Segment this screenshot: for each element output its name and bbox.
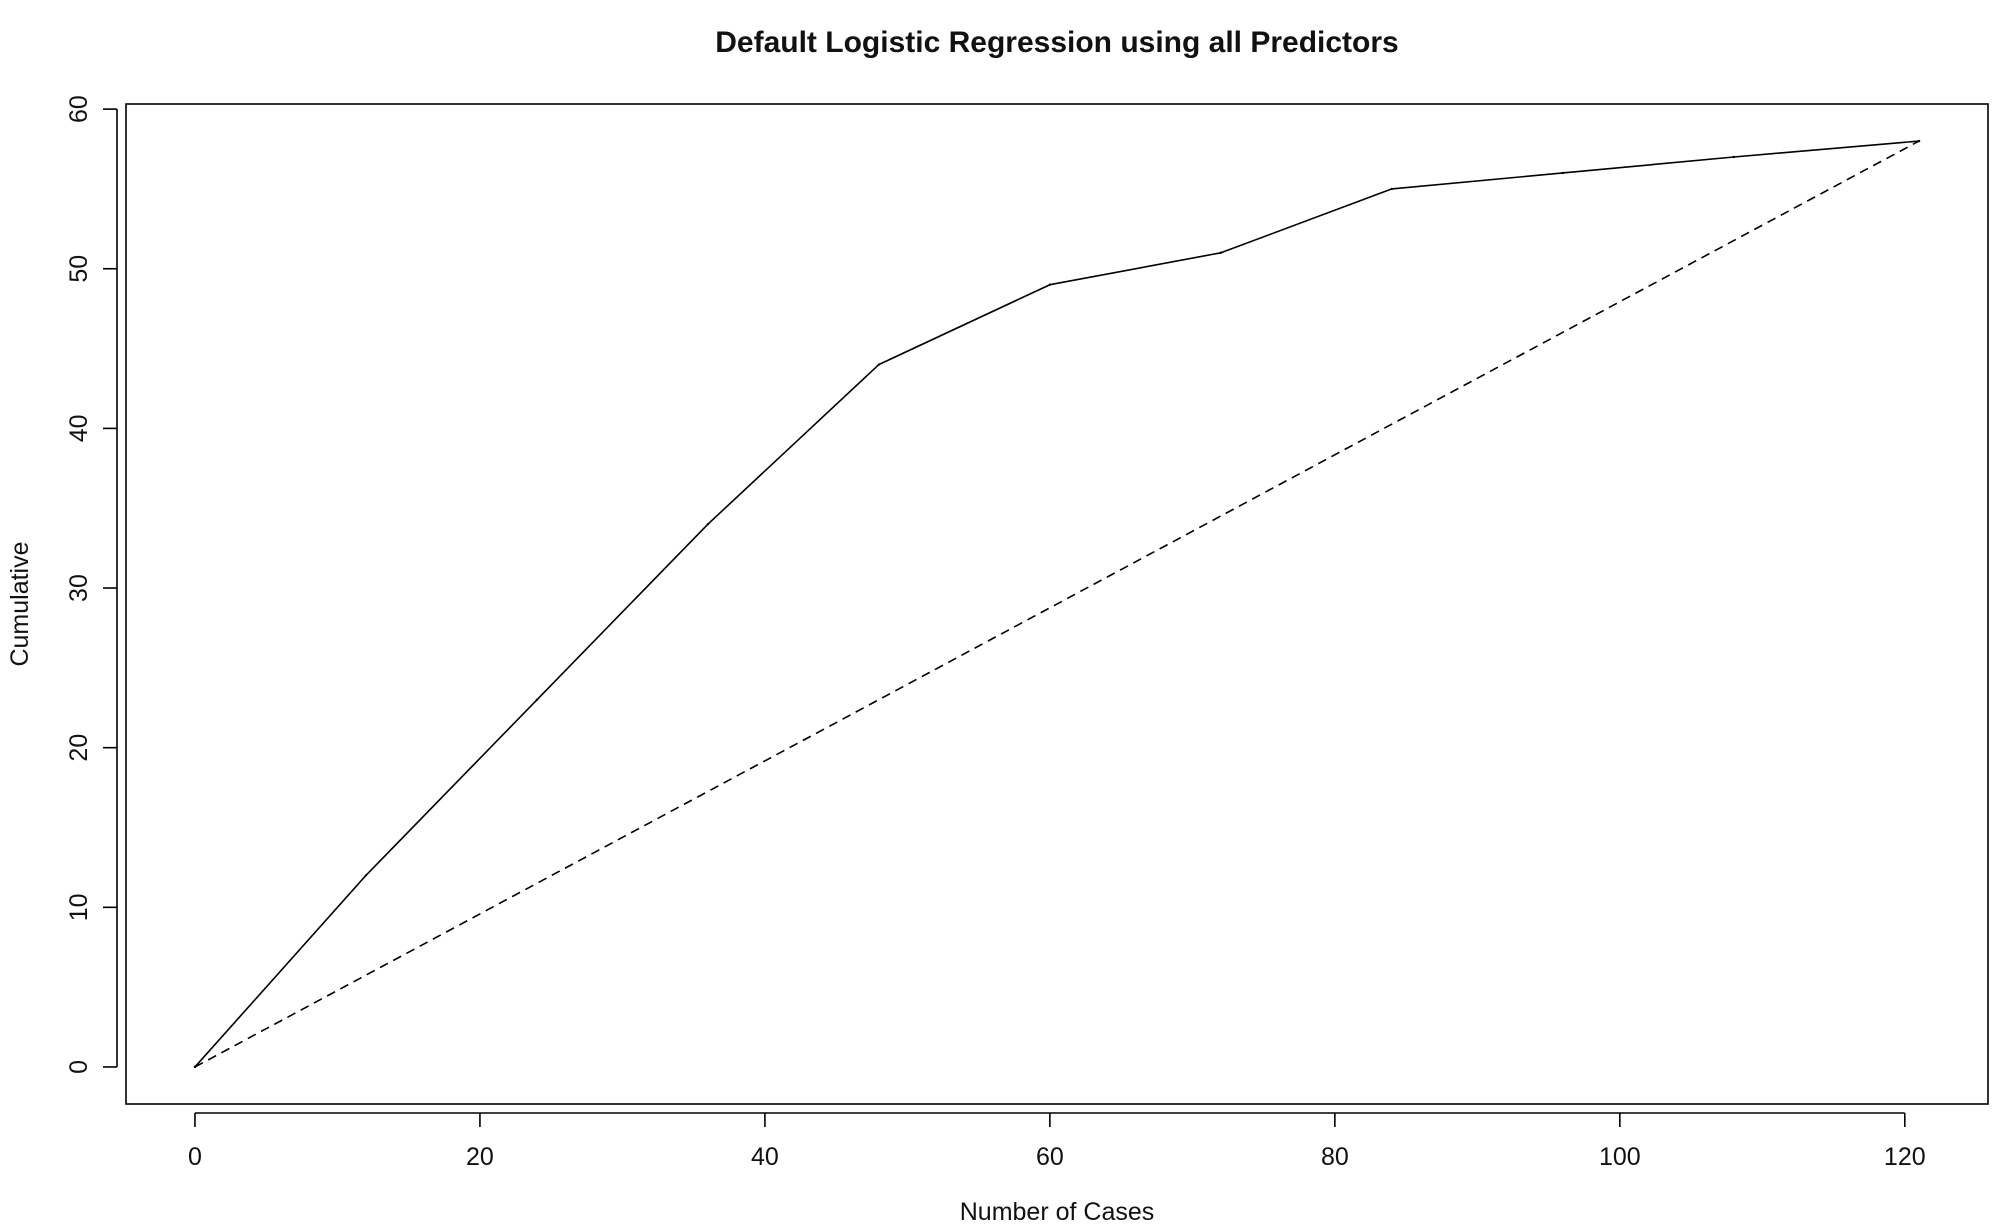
y-tick-label: 50: [65, 255, 93, 283]
y-axis: 0 10 20 30 40 50 60: [65, 95, 118, 1074]
data-point: [1048, 283, 1052, 286]
y-tick-label: 0: [65, 1060, 93, 1074]
plot-frame: [125, 103, 1989, 1105]
x-axis-label: Number of Cases: [960, 1198, 1155, 1226]
data-point: [706, 522, 710, 526]
y-tick-label: 30: [65, 574, 93, 602]
y-axis-label: Cumulative: [6, 541, 34, 666]
series-layer: [193, 139, 1921, 1069]
x-tick-label: 120: [1884, 1143, 1926, 1171]
y-tick-label: 60: [65, 95, 93, 123]
data-point: [1732, 155, 1736, 159]
data-point: [1219, 251, 1223, 254]
x-tick-label: 0: [188, 1143, 202, 1171]
data-point: [535, 698, 539, 701]
x-tick-label: 40: [751, 1143, 779, 1171]
data-point: [364, 874, 368, 877]
y-tick-label: 10: [65, 893, 93, 921]
y-tick-label: 20: [65, 734, 93, 762]
y-tick-label: 40: [65, 414, 93, 442]
baseline-dashed-line: [194, 140, 1920, 1068]
data-point: [1561, 171, 1565, 175]
chart-title: Default Logistic Regression using all Pr…: [715, 26, 1398, 59]
data-point: [193, 1065, 197, 1069]
data-point: [1390, 187, 1394, 191]
data-point: [877, 363, 881, 366]
x-tick-label: 20: [466, 1143, 494, 1171]
data-point: [1917, 139, 1921, 143]
x-axis: 0 20 40 60 80 100 120: [188, 1112, 1926, 1171]
x-tick-label: 100: [1599, 1143, 1641, 1171]
x-tick-label: 60: [1036, 1143, 1064, 1171]
x-tick-label: 80: [1321, 1143, 1349, 1171]
